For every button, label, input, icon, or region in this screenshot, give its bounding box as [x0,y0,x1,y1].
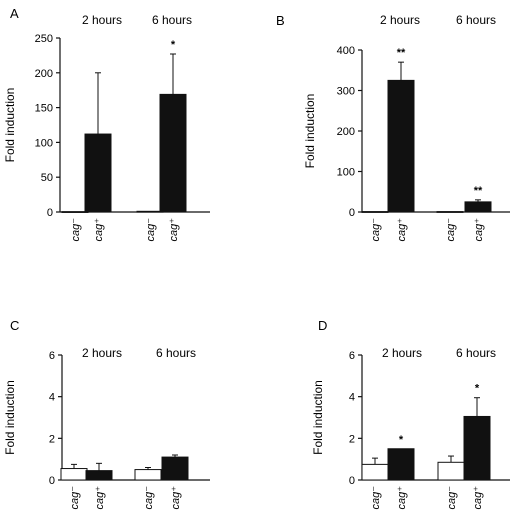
panel-a: A 0 50 100 150 200 250 Fold induction 2 hours 6 h… [3,6,210,242]
bar [464,201,492,213]
bar [463,415,491,481]
group-label: 2 hours [82,13,122,27]
significance-marker: * [475,383,480,395]
group-label: 2 hours [382,346,422,360]
bar [361,211,389,213]
y-tick-label: 4 [49,392,55,404]
panel-letter: A [10,6,19,21]
y-tick-label: 50 [41,172,53,184]
category-label: cag⁻ [446,486,458,510]
y-axis-label: Fold induction [311,380,325,455]
y-tick-label: 0 [49,475,55,487]
category-label: cag⁻ [69,486,81,510]
y-axis-label: Fold induction [3,88,17,163]
bar [436,211,464,213]
y-tick-label: 200 [35,68,53,80]
bar [85,470,113,481]
y-tick-label: 150 [35,103,53,115]
panel-b: B 0 100 200 300 400 Fold induction 2 hours 6 hou… [276,13,510,242]
bar [84,133,112,213]
category-label: cag⁺ [472,486,484,510]
category-label: cag⁻ [145,218,157,242]
y-tick-label: 100 [35,137,53,149]
y-axis-label: Fold induction [303,94,317,169]
y-tick-label: 200 [337,126,355,138]
category-label: cag⁺ [93,218,105,242]
y-tick-label: 4 [349,392,355,404]
category-label: cag⁺ [396,486,408,510]
y-tick-label: 0 [349,207,355,219]
category-label: cag⁻ [445,218,457,242]
panel-d: D 0 2 4 6 Fold induction 2 hours 6 hours cag⁻ * ca… [311,318,510,510]
bar [437,461,465,481]
y-tick-label: 0 [47,207,53,219]
significance-marker: ** [474,185,483,197]
group-label: 6 hours [156,346,196,360]
category-label: cag⁻ [370,486,382,510]
significance-marker: * [171,39,176,51]
category-label: cag⁺ [473,218,485,242]
y-tick-label: 0 [349,475,355,487]
bar [161,456,189,481]
category-label: cag⁻ [370,218,382,242]
y-tick-label: 2 [349,433,355,445]
category-label: cag⁺ [94,486,106,510]
bar [159,93,187,213]
panel-letter: C [10,318,19,333]
y-axis-label: Fold induction [3,380,17,455]
bar [387,448,415,481]
category-label: cag⁺ [396,218,408,242]
group-label: 2 hours [380,13,420,27]
significance-marker: * [399,434,404,446]
group-label: 6 hours [456,346,496,360]
bar [136,210,164,213]
significance-marker: ** [397,47,406,59]
group-label: 6 hours [152,13,192,27]
category-label: cag⁻ [70,218,82,242]
y-tick-label: 400 [337,45,355,57]
category-label: cag⁺ [168,218,180,242]
group-label: 2 hours [82,346,122,360]
y-tick-label: 100 [337,167,355,179]
bar [134,469,162,481]
category-label: cag⁻ [143,486,155,510]
bar [361,463,389,481]
category-label: cag⁺ [170,486,182,510]
panel-letter: B [276,13,285,28]
bar [387,79,415,213]
group-label: 6 hours [456,13,496,27]
bar [61,211,89,213]
y-tick-label: 300 [337,86,355,98]
panel-letter: D [318,318,327,333]
y-tick-label: 6 [49,350,55,362]
y-tick-label: 6 [349,350,355,362]
panel-c: C 0 2 4 6 Fold induction 2 hours 6 hours cag⁻ cag… [3,318,210,510]
y-tick-label: 2 [49,433,55,445]
y-tick-label: 250 [35,33,53,45]
bar [60,468,88,481]
